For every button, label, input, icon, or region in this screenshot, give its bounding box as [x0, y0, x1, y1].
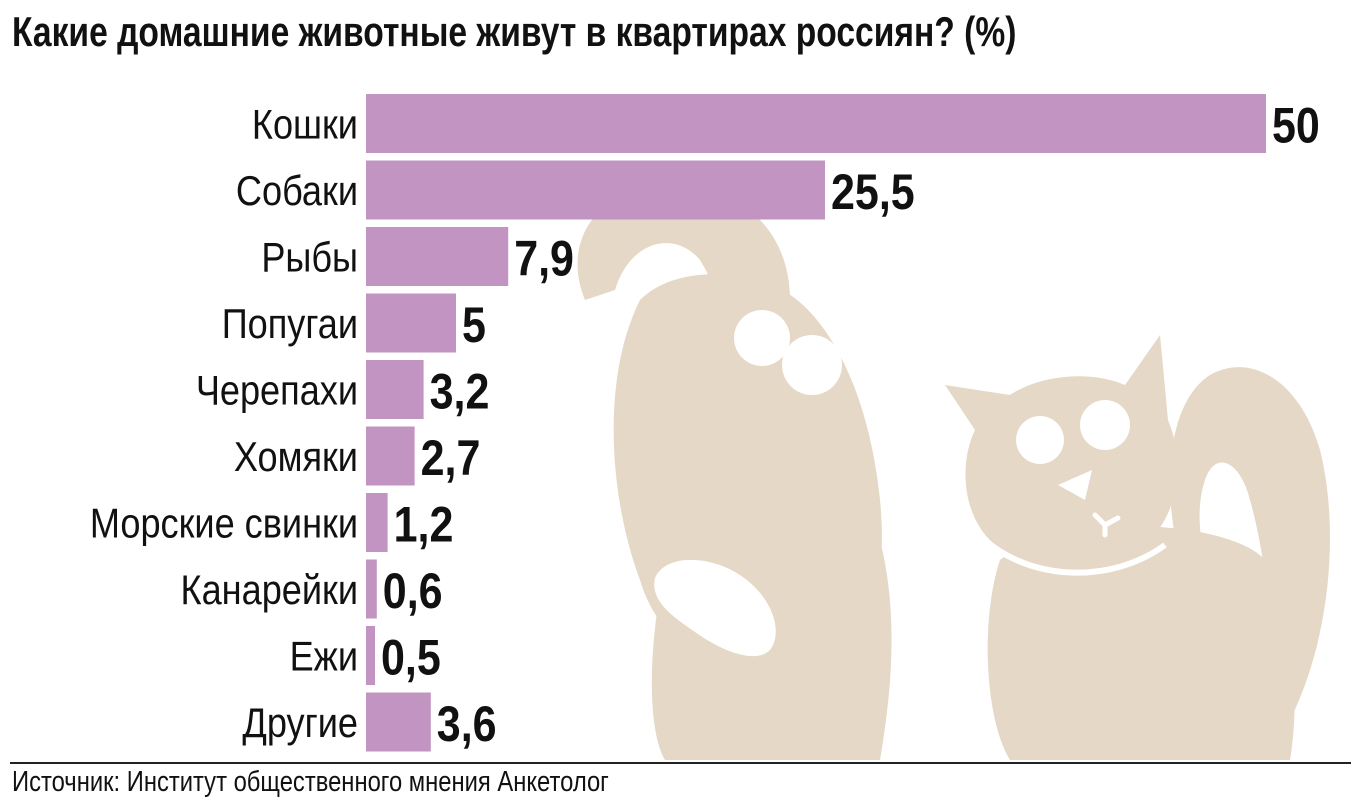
- bar-2: [366, 160, 825, 220]
- chart-title: Какие домашние животные живут в квартира…: [12, 8, 1017, 55]
- bar-7: [366, 493, 388, 552]
- category-label: Кошки: [252, 102, 358, 148]
- cat-tail-shape: [1170, 367, 1330, 720]
- value-label: 25,5: [831, 164, 915, 220]
- category-label: Собаки: [236, 169, 358, 215]
- category-label: Другие: [242, 701, 358, 747]
- value-label: 5: [462, 297, 486, 353]
- pets-illustration: [577, 185, 1330, 760]
- category-label: Рыбы: [261, 235, 358, 281]
- value-label: 2,7: [421, 430, 481, 486]
- value-label: 7,9: [514, 230, 574, 286]
- bars-layer: Кошки 50 Собаки 25,5 Рыбы 7,9 Попугаи 5 Черепахи…: [90, 94, 1320, 752]
- cat-eye-left: [1016, 416, 1064, 464]
- category-label: Ежи: [290, 634, 358, 680]
- cat-collar-line: [983, 537, 1167, 576]
- value-label: 0,6: [383, 563, 443, 619]
- bar-9: [366, 626, 375, 685]
- category-label: Канарейки: [181, 568, 358, 614]
- dog-ear-shape: [577, 185, 830, 520]
- value-label: 1,2: [394, 496, 454, 552]
- value-label: 3,6: [437, 696, 497, 752]
- cat-body-shape: [987, 526, 1295, 760]
- category-label: Черепахи: [196, 368, 358, 414]
- cat-eye-right: [1080, 400, 1130, 450]
- cat-nose-shape: [1058, 470, 1092, 500]
- bar-4: [366, 293, 456, 353]
- dog-eye-left: [734, 310, 790, 366]
- category-label: Хомяки: [234, 435, 358, 481]
- source-divider: [10, 762, 1351, 764]
- value-label: 3,2: [430, 363, 490, 419]
- bar-5: [366, 360, 424, 419]
- dog-mouth-shape: [654, 559, 776, 657]
- bar-10: [366, 692, 431, 752]
- bar-8: [366, 559, 377, 619]
- dog-eye-right: [782, 335, 842, 395]
- cat-mouth-shape: [1092, 512, 1121, 538]
- cat-illustration: [945, 335, 1330, 760]
- value-label: 50: [1272, 97, 1320, 153]
- source-note: Источник: Институт общественного мнения …: [12, 766, 609, 798]
- category-label: Морские свинки: [90, 501, 358, 547]
- dog-illustration: [577, 185, 892, 760]
- bar-1: [366, 94, 1266, 153]
- cat-head-shape: [945, 335, 1178, 568]
- bar-3: [366, 227, 509, 286]
- bar-6: [366, 426, 415, 486]
- value-label: 0,5: [381, 629, 441, 685]
- category-label: Попугаи: [222, 302, 358, 348]
